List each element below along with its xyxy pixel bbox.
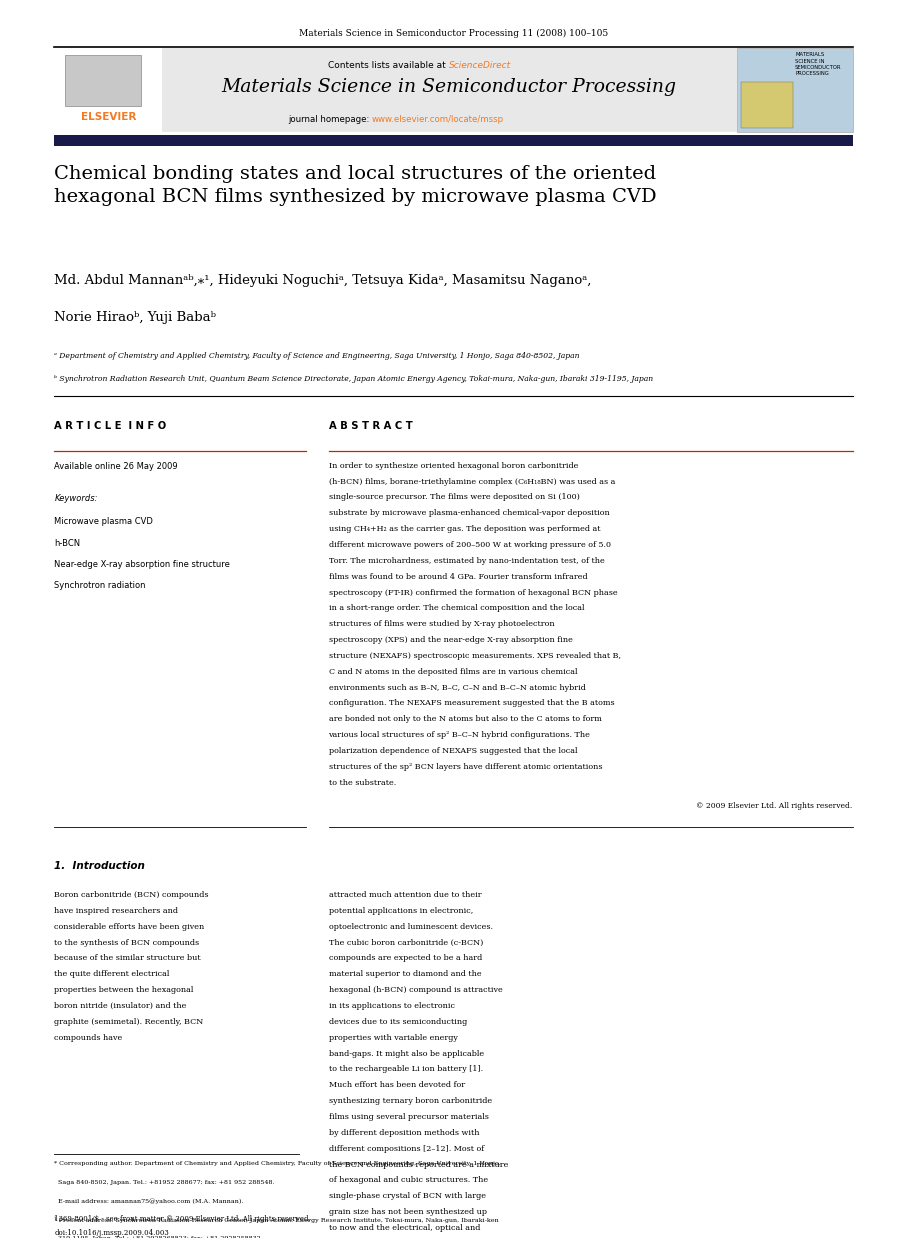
Text: * Corresponding author. Department of Chemistry and Applied Chemistry, Faculty o: * Corresponding author. Department of Ch… bbox=[54, 1161, 502, 1166]
Text: considerable efforts have been given: considerable efforts have been given bbox=[54, 922, 205, 931]
Text: structures of the sp² BCN layers have different atomic orientations: structures of the sp² BCN layers have di… bbox=[328, 763, 602, 771]
Text: by different deposition methods with: by different deposition methods with bbox=[328, 1129, 479, 1136]
Text: Torr. The microhardness, estimated by nano-indentation test, of the: Torr. The microhardness, estimated by na… bbox=[328, 557, 604, 565]
Text: polarization dependence of NEXAFS suggested that the local: polarization dependence of NEXAFS sugges… bbox=[328, 747, 577, 755]
Text: films was found to be around 4 GPa. Fourier transform infrared: films was found to be around 4 GPa. Four… bbox=[328, 573, 587, 581]
Text: substrate by microwave plasma-enhanced chemical-vapor deposition: substrate by microwave plasma-enhanced c… bbox=[328, 509, 610, 517]
Text: C and N atoms in the deposited films are in various chemical: C and N atoms in the deposited films are… bbox=[328, 667, 577, 676]
Text: have inspired researchers and: have inspired researchers and bbox=[54, 907, 179, 915]
Text: different compositions [2–12]. Most of: different compositions [2–12]. Most of bbox=[328, 1145, 483, 1153]
Text: in a short-range order. The chemical composition and the local: in a short-range order. The chemical com… bbox=[328, 604, 584, 613]
Text: Available online 26 May 2009: Available online 26 May 2009 bbox=[54, 462, 178, 470]
Text: compounds have: compounds have bbox=[54, 1034, 122, 1041]
Text: Materials Science in Semiconductor Processing: Materials Science in Semiconductor Proce… bbox=[221, 78, 677, 97]
Text: ¹ Present address: Synchrotron Radiation Research Center, Japan Atomic Energy Re: ¹ Present address: Synchrotron Radiation… bbox=[54, 1217, 499, 1223]
Bar bbox=[736, 48, 853, 132]
Text: Much effort has been devoted for: Much effort has been devoted for bbox=[328, 1081, 464, 1089]
Text: of hexagonal and cubic structures. The: of hexagonal and cubic structures. The bbox=[328, 1176, 488, 1185]
Text: grain size has not been synthesized up: grain size has not been synthesized up bbox=[328, 1208, 486, 1216]
Text: Synchrotron radiation: Synchrotron radiation bbox=[54, 581, 146, 589]
Text: ScienceDirect: ScienceDirect bbox=[449, 61, 511, 69]
Text: configuration. The NEXAFS measurement suggested that the B atoms: configuration. The NEXAFS measurement su… bbox=[328, 699, 614, 707]
Text: devices due to its semiconducting: devices due to its semiconducting bbox=[328, 1018, 467, 1026]
Text: material superior to diamond and the: material superior to diamond and the bbox=[328, 971, 481, 978]
Text: the BCN compounds reported are a mixture: the BCN compounds reported are a mixture bbox=[328, 1160, 508, 1169]
Text: different microwave powers of 200–500 W at working pressure of 5.0: different microwave powers of 200–500 W … bbox=[328, 541, 610, 548]
Text: Microwave plasma CVD: Microwave plasma CVD bbox=[54, 517, 153, 526]
Text: environments such as B–N, B–C, C–N and B–C–N atomic hybrid: environments such as B–N, B–C, C–N and B… bbox=[328, 683, 585, 692]
Text: Keywords:: Keywords: bbox=[54, 494, 98, 503]
Text: www.elsevier.com/locate/mssp: www.elsevier.com/locate/mssp bbox=[372, 115, 504, 124]
Text: the quite different electrical: the quite different electrical bbox=[54, 971, 170, 978]
Text: A R T I C L E  I N F O: A R T I C L E I N F O bbox=[54, 421, 167, 431]
Text: single-phase crystal of BCN with large: single-phase crystal of BCN with large bbox=[328, 1192, 485, 1200]
Text: to the synthesis of BCN compounds: to the synthesis of BCN compounds bbox=[54, 938, 200, 947]
Text: Materials Science in Semiconductor Processing 11 (2008) 100–105: Materials Science in Semiconductor Proce… bbox=[299, 28, 608, 37]
Text: journal homepage:: journal homepage: bbox=[288, 115, 372, 124]
Text: Md. Abdul Mannanᵃᵇ,⁎¹, Hideyuki Noguchiᵃ, Tetsuya Kidaᵃ, Masamitsu Naganoᵃ,: Md. Abdul Mannanᵃᵇ,⁎¹, Hideyuki Noguchiᵃ… bbox=[54, 274, 591, 287]
Text: A B S T R A C T: A B S T R A C T bbox=[328, 421, 413, 431]
Text: (h-BCN) films, borane-triethylamine complex (C₆H₁₈BN) was used as a: (h-BCN) films, borane-triethylamine comp… bbox=[328, 478, 615, 485]
Text: 1369-8001/$ - see front matter © 2009 Elsevier Ltd. All rights reserved.: 1369-8001/$ - see front matter © 2009 El… bbox=[54, 1216, 311, 1223]
Text: in its applications to electronic: in its applications to electronic bbox=[328, 1002, 454, 1010]
Text: ᵇ Synchrotron Radiation Research Unit, Quantum Beam Science Directorate, Japan A: ᵇ Synchrotron Radiation Research Unit, Q… bbox=[54, 375, 654, 383]
Text: are bonded not only to the N atoms but also to the C atoms to form: are bonded not only to the N atoms but a… bbox=[328, 716, 601, 723]
Text: Saga 840-8502, Japan. Tel.: +81952 288677; fax: +81 952 288548.: Saga 840-8502, Japan. Tel.: +81952 28867… bbox=[54, 1180, 275, 1185]
Text: various local structures of sp² B–C–N hybrid configurations. The: various local structures of sp² B–C–N hy… bbox=[328, 732, 590, 739]
Bar bbox=[54, 48, 162, 132]
Text: properties between the hexagonal: properties between the hexagonal bbox=[54, 987, 194, 994]
Text: In order to synthesize oriented hexagonal boron carbonitride: In order to synthesize oriented hexagona… bbox=[328, 462, 578, 469]
Text: ELSEVIER: ELSEVIER bbox=[81, 111, 136, 121]
Text: 319-1195, Japan. Tel.: +81 2928268823; fax: +81 2928258832.: 319-1195, Japan. Tel.: +81 2928268823; f… bbox=[54, 1236, 263, 1238]
Text: because of the similar structure but: because of the similar structure but bbox=[54, 954, 201, 962]
Bar bbox=[54, 135, 853, 146]
Text: properties with variable energy: properties with variable energy bbox=[328, 1034, 457, 1041]
Text: single-source precursor. The films were deposited on Si (100): single-source precursor. The films were … bbox=[328, 494, 580, 501]
Text: to the substrate.: to the substrate. bbox=[328, 779, 395, 786]
Text: E-mail address: amannan75@yahoo.com (M.A. Mannan).: E-mail address: amannan75@yahoo.com (M.A… bbox=[54, 1198, 244, 1205]
Text: hexagonal (h-BCN) compound is attractive: hexagonal (h-BCN) compound is attractive bbox=[328, 987, 502, 994]
Text: © 2009 Elsevier Ltd. All rights reserved.: © 2009 Elsevier Ltd. All rights reserved… bbox=[697, 802, 853, 810]
Text: band-gaps. It might also be applicable: band-gaps. It might also be applicable bbox=[328, 1050, 483, 1057]
Text: spectroscopy (XPS) and the near-edge X-ray absorption fine: spectroscopy (XPS) and the near-edge X-r… bbox=[328, 636, 572, 644]
Text: attracted much attention due to their: attracted much attention due to their bbox=[328, 891, 481, 899]
Text: h-BCN: h-BCN bbox=[54, 539, 81, 547]
Bar bbox=[65, 54, 141, 105]
Text: films using several precursor materials: films using several precursor materials bbox=[328, 1113, 488, 1120]
Text: to the rechargeable Li ion battery [1].: to the rechargeable Li ion battery [1]. bbox=[328, 1066, 483, 1073]
Text: using CH₄+H₂ as the carrier gas. The deposition was performed at: using CH₄+H₂ as the carrier gas. The dep… bbox=[328, 525, 600, 534]
Text: potential applications in electronic,: potential applications in electronic, bbox=[328, 907, 473, 915]
Text: MATERIALS
SCIENCE IN
SEMICONDUCTOR
PROCESSING: MATERIALS SCIENCE IN SEMICONDUCTOR PROCE… bbox=[795, 52, 842, 76]
Text: graphite (semimetal). Recently, BCN: graphite (semimetal). Recently, BCN bbox=[54, 1018, 204, 1026]
Text: synthesizing ternary boron carbonitride: synthesizing ternary boron carbonitride bbox=[328, 1097, 492, 1106]
Text: structures of films were studied by X-ray photoelectron: structures of films were studied by X-ra… bbox=[328, 620, 554, 628]
Text: The cubic boron carbonitride (c-BCN): The cubic boron carbonitride (c-BCN) bbox=[328, 938, 483, 947]
Text: doi:10.1016/j.mssp.2009.04.003: doi:10.1016/j.mssp.2009.04.003 bbox=[54, 1229, 170, 1237]
Text: optoelectronic and luminescent devices.: optoelectronic and luminescent devices. bbox=[328, 922, 493, 931]
Text: Chemical bonding states and local structures of the oriented
hexagonal BCN films: Chemical bonding states and local struct… bbox=[54, 165, 657, 206]
Bar bbox=[741, 82, 793, 129]
Text: Norie Hiraoᵇ, Yuji Babaᵇ: Norie Hiraoᵇ, Yuji Babaᵇ bbox=[54, 311, 217, 324]
Text: Near-edge X-ray absorption fine structure: Near-edge X-ray absorption fine structur… bbox=[54, 560, 230, 568]
Text: spectroscopy (FT-IR) confirmed the formation of hexagonal BCN phase: spectroscopy (FT-IR) confirmed the forma… bbox=[328, 588, 617, 597]
Text: Contents lists available at: Contents lists available at bbox=[328, 61, 449, 69]
Text: to now and the electrical, optical and: to now and the electrical, optical and bbox=[328, 1224, 480, 1232]
Text: 1.  Introduction: 1. Introduction bbox=[54, 862, 145, 872]
Bar bbox=[162, 48, 736, 132]
Text: Boron carbonitride (BCN) compounds: Boron carbonitride (BCN) compounds bbox=[54, 891, 209, 899]
Text: ᵃ Department of Chemistry and Applied Chemistry, Faculty of Science and Engineer: ᵃ Department of Chemistry and Applied Ch… bbox=[54, 352, 580, 359]
Text: compounds are expected to be a hard: compounds are expected to be a hard bbox=[328, 954, 482, 962]
Text: boron nitride (insulator) and the: boron nitride (insulator) and the bbox=[54, 1002, 187, 1010]
Text: structure (NEXAFS) spectroscopic measurements. XPS revealed that B,: structure (NEXAFS) spectroscopic measure… bbox=[328, 652, 620, 660]
